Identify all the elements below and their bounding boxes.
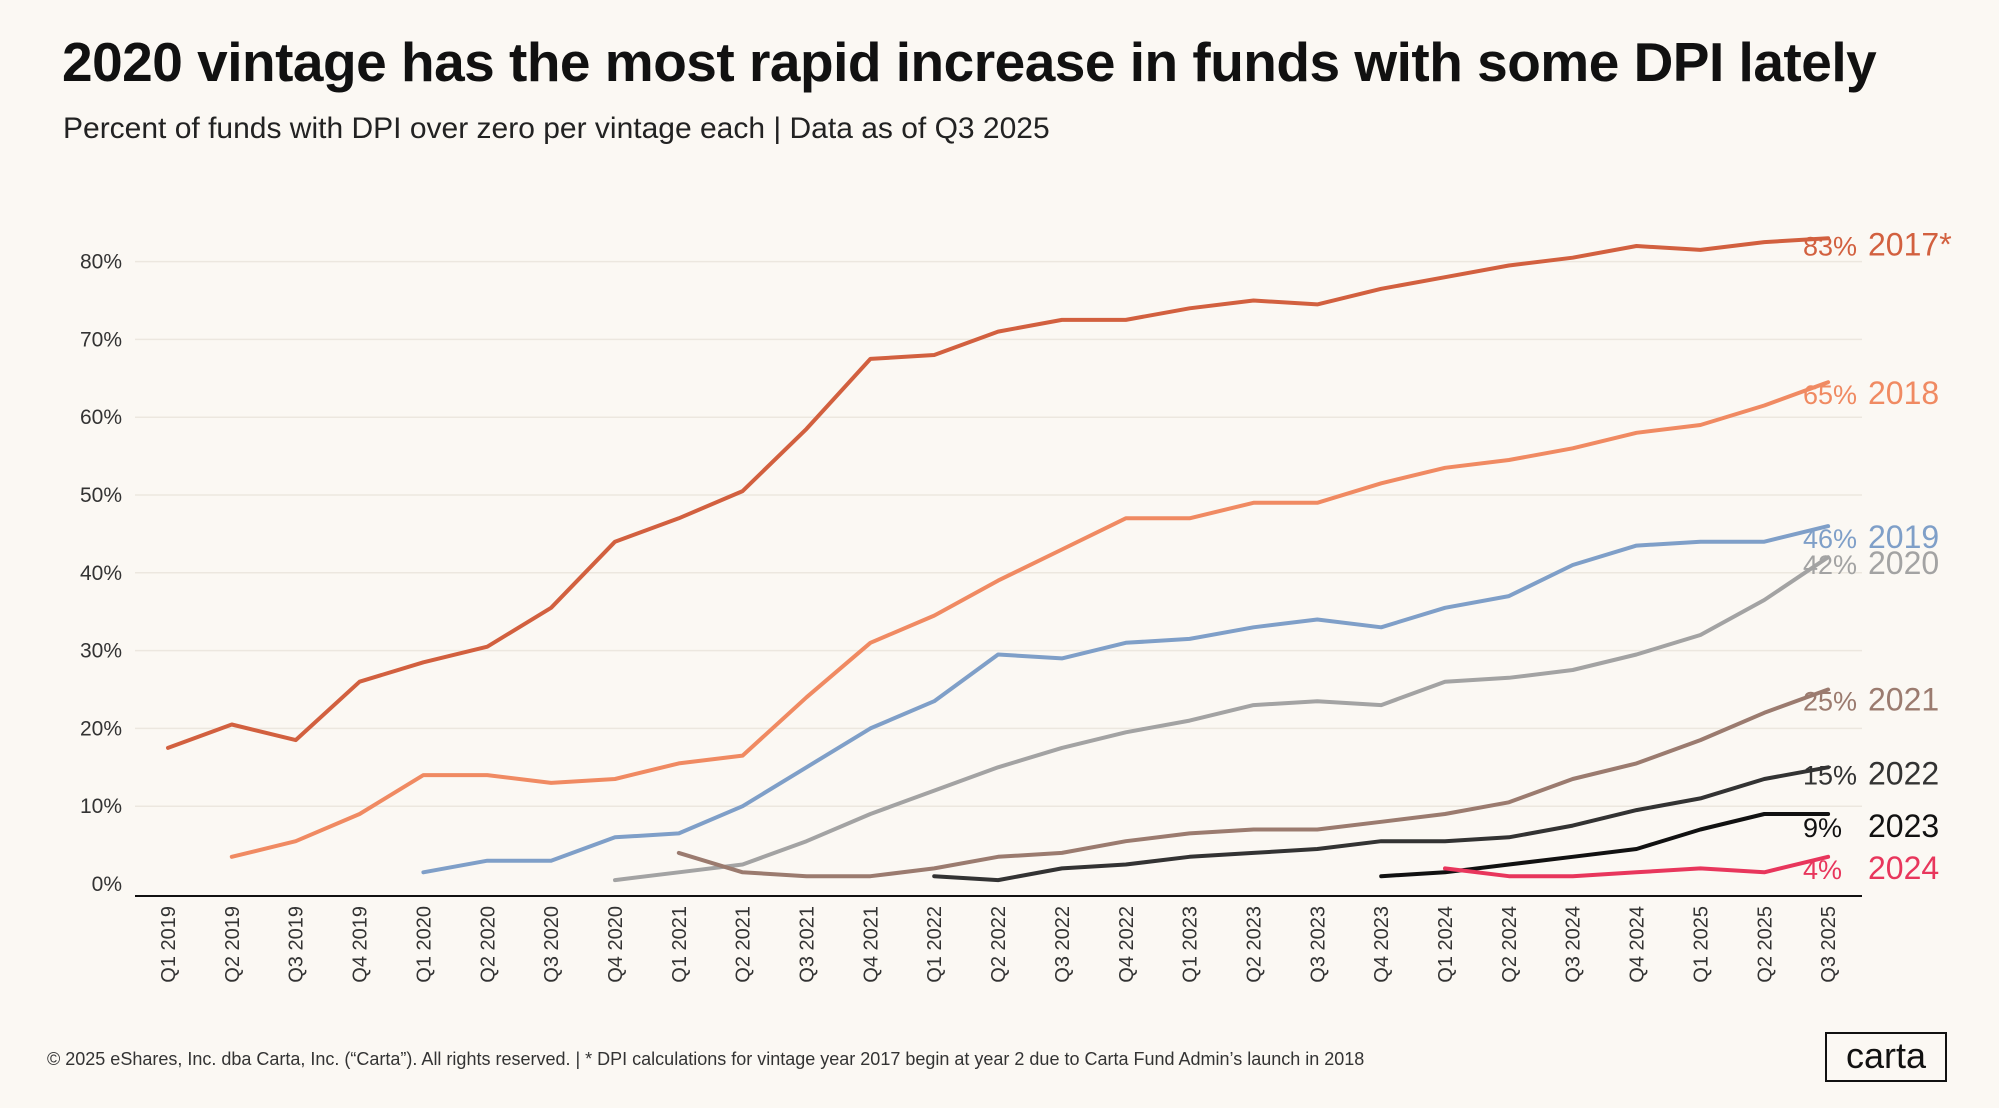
x-tick-label: Q1 2024 bbox=[1435, 906, 1457, 983]
series-line-2018 bbox=[229, 380, 1831, 859]
x-tick-label: Q3 2025 bbox=[1818, 906, 1840, 983]
x-tick-label: Q1 2022 bbox=[924, 906, 946, 983]
x-tick-label: Q1 2025 bbox=[1690, 906, 1712, 983]
x-tick-label: Q4 2019 bbox=[350, 906, 372, 983]
series-end-name: 2023 bbox=[1868, 808, 1939, 844]
series-line-2019 bbox=[421, 524, 1831, 875]
series-end-name: 2022 bbox=[1868, 755, 1939, 791]
series-line-2017 bbox=[166, 236, 1831, 750]
y-tick-label: 10% bbox=[80, 795, 122, 818]
y-tick-label: 70% bbox=[80, 328, 122, 351]
x-tick-label: Q2 2022 bbox=[988, 906, 1010, 983]
y-tick-label: 40% bbox=[80, 562, 122, 585]
x-tick-label: Q3 2023 bbox=[1307, 906, 1329, 983]
series-end-percent: 25% bbox=[1803, 687, 1857, 717]
y-tick-label: 60% bbox=[80, 406, 122, 429]
x-tick-label: Q3 2024 bbox=[1563, 906, 1585, 983]
series-end-percent: 46% bbox=[1803, 524, 1857, 554]
series-end-name: 2017* bbox=[1868, 226, 1952, 262]
chart-title: 2020 vintage has the most rapid increase… bbox=[62, 31, 1877, 93]
x-tick-label: Q1 2019 bbox=[158, 906, 180, 983]
x-tick-label: Q1 2023 bbox=[1180, 906, 1202, 983]
series-end-percent: 4% bbox=[1803, 855, 1842, 885]
x-tick-label: Q4 2021 bbox=[860, 906, 882, 983]
series-line-2022 bbox=[932, 765, 1831, 883]
footer-copyright: © 2025 eShares, Inc. dba Carta, Inc. (“C… bbox=[47, 1049, 1365, 1069]
y-tick-label: 80% bbox=[80, 251, 122, 274]
series-end-name: 2019 bbox=[1868, 519, 1939, 555]
x-tick-label: Q2 2020 bbox=[477, 906, 499, 983]
y-tick-label: 0% bbox=[92, 873, 122, 896]
x-tick-label: Q3 2019 bbox=[286, 906, 308, 983]
y-tick-label: 50% bbox=[80, 484, 122, 507]
x-tick-label: Q4 2024 bbox=[1627, 906, 1649, 983]
x-tick-label: Q4 2023 bbox=[1371, 906, 1393, 983]
series-line-2021 bbox=[676, 687, 1831, 879]
series-end-name: 2024 bbox=[1868, 850, 1939, 886]
x-tick-label: Q2 2023 bbox=[1243, 906, 1265, 983]
series-line-2024 bbox=[1443, 854, 1831, 879]
y-tick-label: 30% bbox=[80, 640, 122, 663]
x-tick-label: Q2 2019 bbox=[222, 906, 244, 983]
x-tick-label: Q1 2020 bbox=[413, 906, 435, 983]
x-tick-label: Q3 2021 bbox=[797, 906, 819, 983]
series-end-percent: 15% bbox=[1803, 760, 1857, 790]
x-tick-label: Q2 2024 bbox=[1499, 906, 1521, 983]
x-tick-label: Q4 2020 bbox=[605, 906, 627, 983]
x-tick-label: Q1 2021 bbox=[669, 906, 691, 983]
series-line-2020 bbox=[613, 555, 1831, 883]
y-tick-label: 20% bbox=[80, 717, 122, 740]
series-end-name: 2020 bbox=[1868, 545, 1939, 581]
series-end-name: 2018 bbox=[1868, 375, 1939, 411]
series-end-percent: 9% bbox=[1803, 813, 1842, 843]
x-tick-label: Q2 2021 bbox=[733, 906, 755, 983]
series-end-percent: 65% bbox=[1803, 380, 1857, 410]
x-tick-label: Q3 2020 bbox=[541, 906, 563, 983]
series-end-name: 2021 bbox=[1868, 682, 1939, 718]
series-end-percent: 83% bbox=[1803, 231, 1857, 261]
x-tick-label: Q2 2025 bbox=[1754, 906, 1776, 983]
series-end-percent: 42% bbox=[1803, 550, 1857, 580]
x-tick-label: Q4 2022 bbox=[1116, 906, 1138, 983]
carta-logo: carta bbox=[1825, 1032, 1947, 1082]
chart-subtitle: Percent of funds with DPI over zero per … bbox=[63, 112, 1050, 145]
x-tick-label: Q3 2022 bbox=[1052, 906, 1074, 983]
